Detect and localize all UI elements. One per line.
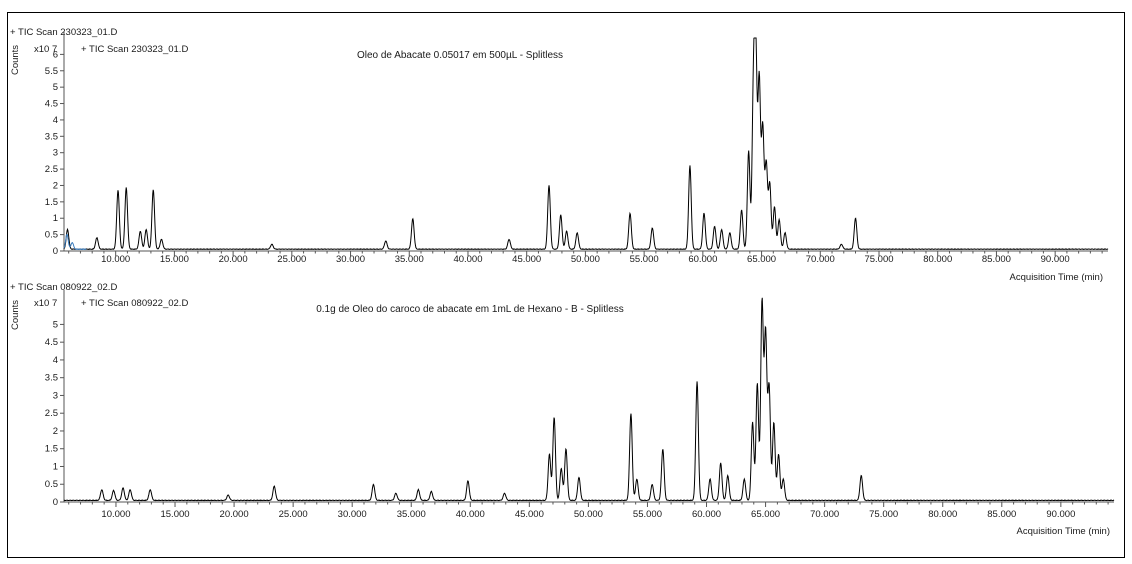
- x-tick-label: 80.000: [923, 254, 952, 265]
- chromatogram-panel-2: + TIC Scan 080922_02.D x10 7 + TIC Scan 08…: [10, 282, 1115, 537]
- tic-trace-overlay: [63, 233, 87, 251]
- panel-header-inner: + TIC Scan 230323_01.D: [81, 44, 188, 55]
- y-axis-label: Counts: [10, 300, 21, 330]
- y-tick-label: 5.5: [45, 66, 58, 77]
- y-tick-label: 4.5: [45, 337, 58, 348]
- y-tick-label: 2: [53, 426, 58, 437]
- x-tick-label: 50.000: [574, 509, 603, 520]
- y-tick-label: 6: [53, 49, 58, 60]
- x-tick-label: 65.000: [747, 254, 776, 265]
- x-tick-label: 30.000: [336, 254, 365, 265]
- x-axis-label: Acquisition Time (min): [1010, 272, 1103, 283]
- x-tick-label: 15.000: [160, 254, 189, 265]
- figure-border: [7, 12, 1125, 558]
- y-axis-label: Counts: [10, 45, 21, 75]
- y-tick-label: 4: [53, 355, 58, 366]
- y-multiplier-label: x10 7: [34, 44, 57, 55]
- x-tick-label: 80.000: [928, 509, 957, 520]
- y-tick-label: 2.5: [45, 164, 58, 175]
- x-tick-label: 15.000: [160, 509, 189, 520]
- x-tick-label: 45.000: [515, 509, 544, 520]
- x-tick-label: 25.000: [279, 509, 308, 520]
- y-tick-label: 4.5: [45, 99, 58, 110]
- tic-trace-main: [63, 37, 1109, 251]
- y-tick-label: 5: [53, 319, 58, 330]
- x-tick-label: 50.000: [571, 254, 600, 265]
- x-tick-label: 30.000: [338, 509, 367, 520]
- y-tick-label: 2.5: [45, 408, 58, 419]
- y-tick-label: 3: [53, 148, 58, 159]
- x-tick-label: 70.000: [810, 509, 839, 520]
- y-tick-label: 0: [53, 246, 58, 257]
- x-tick-label: 55.000: [633, 509, 662, 520]
- x-tick-label: 20.000: [219, 254, 248, 265]
- y-multiplier-label: x10 7: [34, 298, 57, 309]
- x-axis-label: Acquisition Time (min): [1017, 526, 1110, 537]
- y-tick-label: 0.5: [45, 230, 58, 241]
- y-tick-label: 1: [53, 213, 58, 224]
- panel-header-outer: + TIC Scan 080922_02.D: [10, 282, 117, 293]
- x-tick-label: 40.000: [456, 509, 485, 520]
- x-tick-label: 25.000: [277, 254, 306, 265]
- x-tick-label: 75.000: [864, 254, 893, 265]
- x-tick-label: 35.000: [397, 509, 426, 520]
- panel-header-inner: + TIC Scan 080922_02.D: [81, 298, 188, 309]
- x-tick-label: 60.000: [688, 254, 717, 265]
- x-tick-label: 10.000: [101, 509, 130, 520]
- y-tick-label: 3.5: [45, 373, 58, 384]
- y-tick-label: 2: [53, 180, 58, 191]
- y-tick-label: 0.5: [45, 479, 58, 490]
- x-tick-label: 90.000: [1041, 254, 1070, 265]
- x-tick-label: 70.000: [806, 254, 835, 265]
- x-tick-label: 85.000: [987, 509, 1016, 520]
- x-tick-label: 45.000: [512, 254, 541, 265]
- y-tick-label: 1.5: [45, 444, 58, 455]
- x-tick-label: 90.000: [1046, 509, 1075, 520]
- chart-title: Oleo de Abacate 0.05017 em 500µL - Split…: [357, 50, 563, 61]
- x-tick-label: 10.000: [101, 254, 130, 265]
- y-tick-label: 4: [53, 115, 58, 126]
- x-tick-label: 65.000: [751, 509, 780, 520]
- x-tick-label: 35.000: [395, 254, 424, 265]
- y-tick-label: 5: [53, 82, 58, 93]
- y-tick-label: 0: [53, 497, 58, 508]
- x-tick-label: 75.000: [869, 509, 898, 520]
- x-tick-label: 40.000: [453, 254, 482, 265]
- x-tick-label: 85.000: [982, 254, 1011, 265]
- y-tick-label: 1: [53, 461, 58, 472]
- tic-trace-main: [63, 297, 1115, 502]
- x-tick-label: 55.000: [630, 254, 659, 265]
- y-tick-label: 3: [53, 390, 58, 401]
- x-tick-label: 20.000: [220, 509, 249, 520]
- y-tick-label: 1.5: [45, 197, 58, 208]
- chart-title: 0.1g de Oleo do caroco de abacate em 1mL…: [316, 304, 624, 315]
- x-tick-label: 60.000: [692, 509, 721, 520]
- y-tick-label: 3.5: [45, 131, 58, 142]
